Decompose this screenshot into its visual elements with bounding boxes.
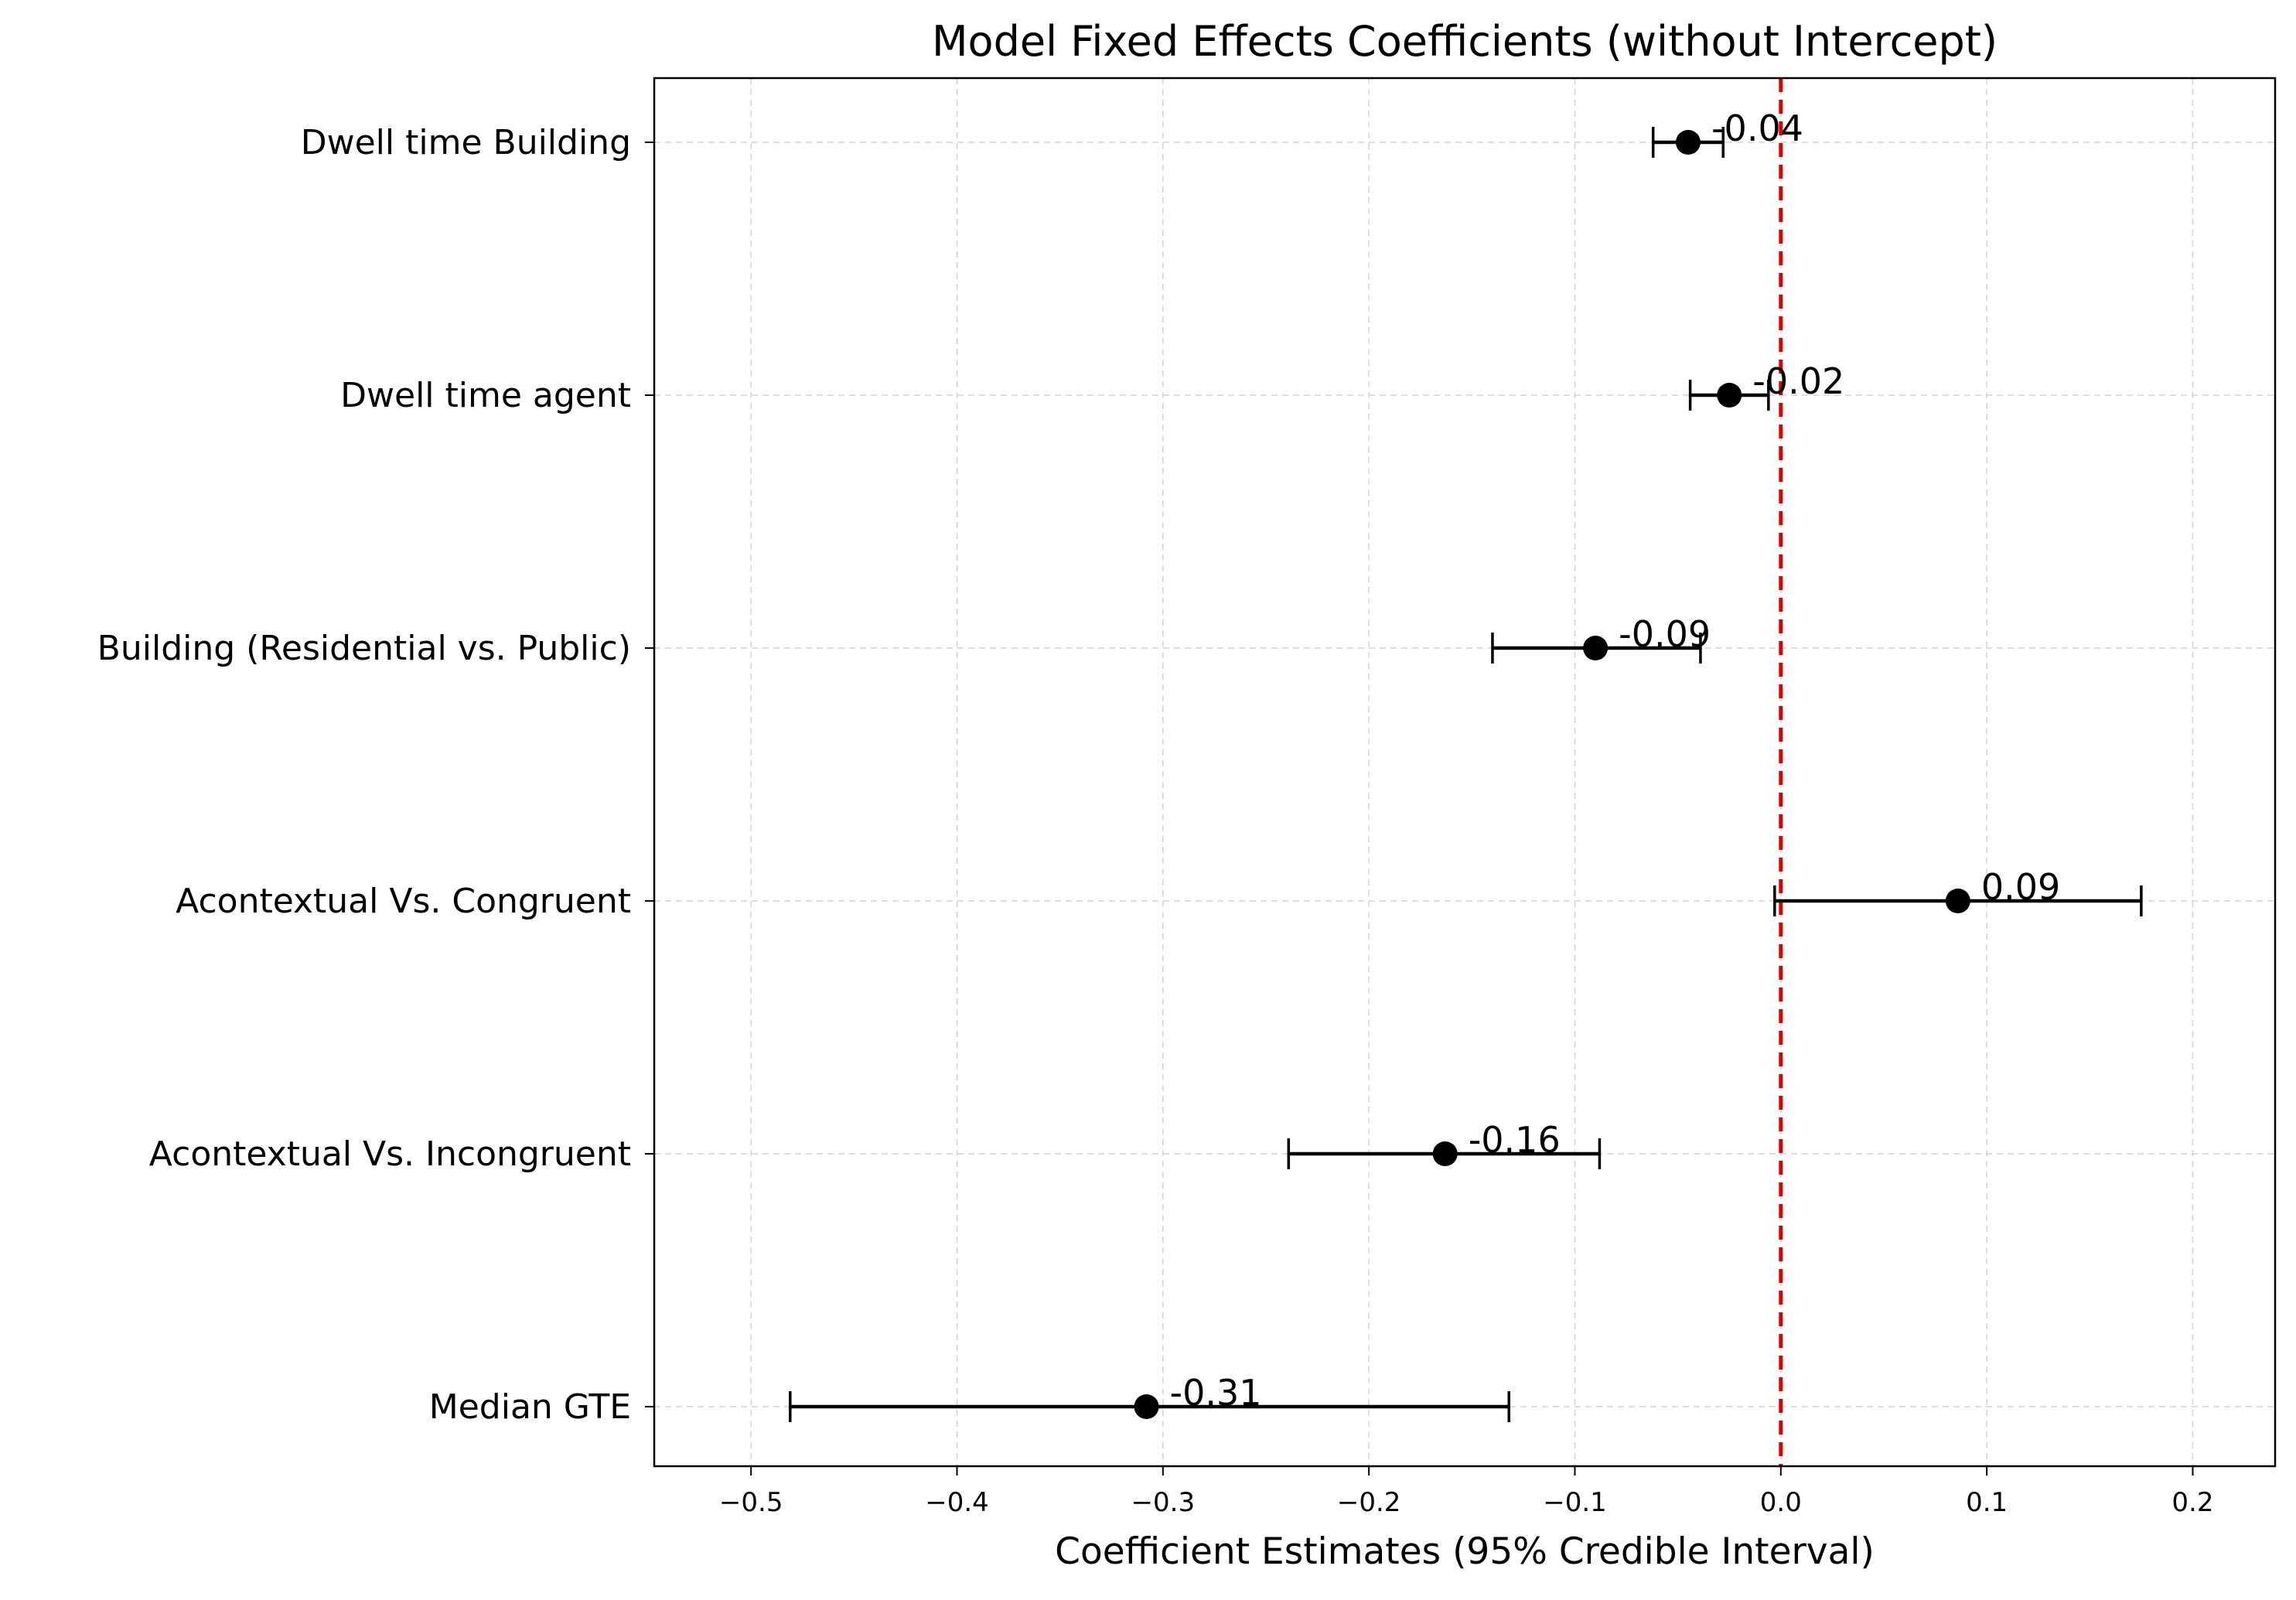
x-tick-label: −0.5 [719, 1487, 783, 1518]
y-tick-label: Acontextual Vs. Incongruent [149, 1134, 631, 1174]
y-tick-label: Median GTE [429, 1387, 631, 1427]
chart-title: Model Fixed Effects Coefficients (withou… [932, 17, 1997, 66]
y-tick-label: Dwell time agent [340, 376, 631, 415]
estimate-value-label: -0.04 [1711, 107, 1803, 149]
y-tick-label: Dwell time Building [301, 123, 631, 162]
estimate-value-label: -0.16 [1469, 1119, 1561, 1161]
plot-frame [653, 77, 2277, 1468]
axes: −0.5 −0.4 −0.3 −0.2 −0.1 0.0 0.1 0.2 Dwell time … [97, 123, 2214, 1518]
x-tick-label: −0.2 [1337, 1487, 1401, 1518]
y-tick-label: Building (Residential vs. Public) [97, 629, 631, 668]
estimate-point [1134, 1394, 1159, 1419]
x-tick-label: 0.2 [2171, 1487, 2213, 1518]
x-tick-label: −0.3 [1131, 1487, 1196, 1518]
estimate-value-label: -0.31 [1170, 1372, 1262, 1414]
data-marks: -0.04 -0.02 -0.09 0.09 -0.16 -0.31 [789, 107, 2143, 1422]
y-tick-label: Acontextual Vs. Congruent [176, 882, 631, 921]
estimate-value-label: -0.02 [1752, 360, 1844, 402]
estimate-point [1675, 130, 1701, 155]
x-tick-label: −0.1 [1543, 1487, 1607, 1518]
estimate-value-label: 0.09 [1981, 866, 2060, 908]
x-axis-label: Coefficient Estimates (95% Credible Inte… [1055, 1530, 1875, 1573]
estimate-point [1432, 1141, 1458, 1166]
estimate-point [1717, 383, 1742, 408]
x-tick-label: 0.0 [1760, 1487, 1802, 1518]
x-tick-label: 0.1 [1966, 1487, 2008, 1518]
x-tick-label: −0.4 [925, 1487, 989, 1518]
estimate-point [1945, 889, 1970, 913]
estimate-value-label: -0.09 [1619, 613, 1711, 655]
estimate-point [1583, 636, 1609, 660]
